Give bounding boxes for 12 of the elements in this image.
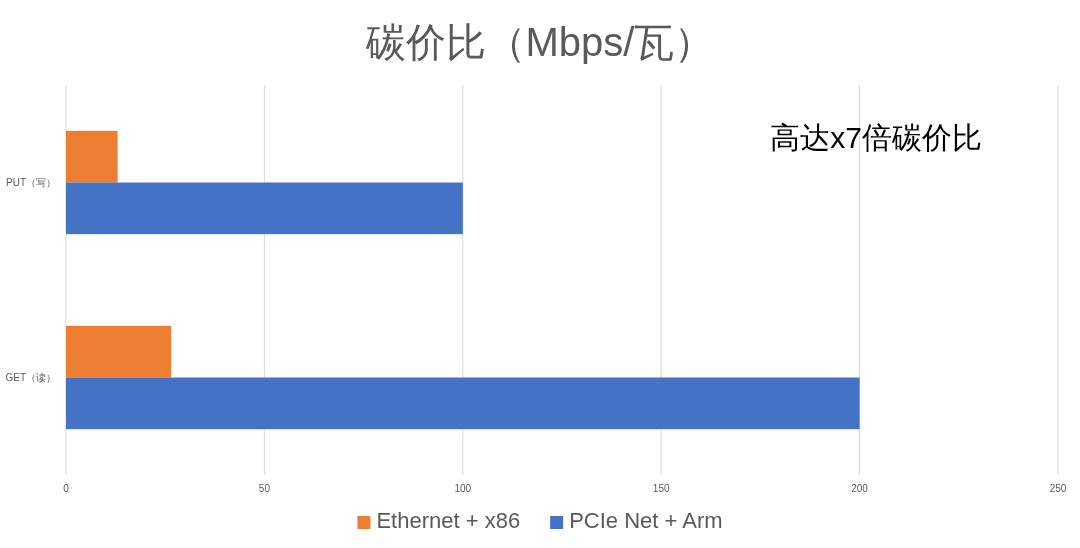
- x-tick-label: 100: [454, 483, 472, 494]
- y-tick-label: PUT（写）: [6, 176, 56, 188]
- x-tick-label: 200: [851, 483, 869, 494]
- x-tick-label: 150: [652, 483, 670, 494]
- chart-title: 碳价比（Mbps/瓦）: [364, 20, 715, 64]
- annotation: 高达x7倍碳价比: [770, 121, 982, 154]
- y-tick-label: GET（读）: [5, 371, 56, 383]
- legend-label: Ethernet + x86: [376, 508, 521, 533]
- x-tick-label: 50: [258, 483, 271, 494]
- x-tick-label: 250: [1049, 483, 1067, 494]
- x-tick-label: 0: [63, 483, 70, 494]
- legend-label: PCIe Net + Arm: [569, 508, 723, 533]
